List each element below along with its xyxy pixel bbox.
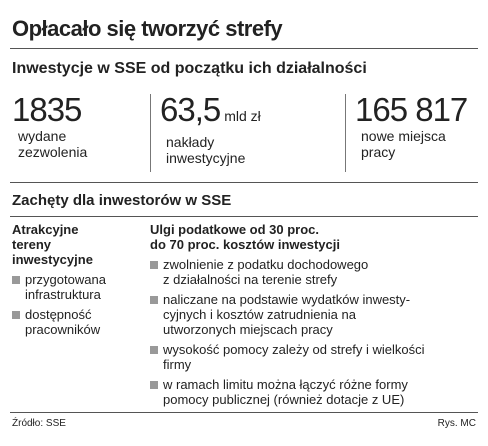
bullet	[150, 381, 158, 389]
rule	[10, 216, 478, 217]
bullet-item: zwolnienie z podatku dochodowego z działa…	[150, 257, 480, 287]
rule	[10, 412, 478, 413]
stat-value: 165 817	[355, 91, 468, 128]
divider	[150, 94, 151, 172]
column-heading: Ulgi podatkowe od 30 proc.	[150, 222, 320, 237]
bullet	[12, 276, 20, 284]
bullet-text: utworzonych miejscach pracy	[163, 322, 333, 337]
bullet-text: dostępność	[25, 307, 92, 322]
stat-label: pracy	[361, 144, 396, 160]
bullet-text: firmy	[163, 357, 192, 372]
items: zwolnienie z podatku dochodowego z działa…	[150, 257, 480, 407]
stat: 165 817 nowe miejsca pracy	[355, 91, 468, 161]
stat-label: nowe miejsca	[361, 128, 446, 144]
stat-label: nakłady	[166, 134, 215, 150]
rule	[10, 48, 478, 49]
column-heading: tereny	[12, 237, 52, 252]
bullet-text: zwolnienie z podatku dochodowego	[163, 257, 369, 272]
divider	[345, 94, 346, 172]
items: przygotowana infrastruktura dostępność prac…	[12, 272, 140, 337]
bullet-text: pomocy publicznej (również dotacje z UE)	[163, 392, 405, 407]
section-title: Inwestycje w SSE od początku ich działal…	[12, 60, 367, 77]
bullet-text: infrastruktura	[25, 287, 101, 302]
bullet-text: cyjnych i kosztów zatrudnienia na	[163, 307, 356, 322]
stat: 63,5 mld zł nakłady inwestycyjne	[160, 92, 261, 167]
bullet-item: dostępność pracowników	[12, 307, 140, 337]
stat-unit: mld zł	[224, 108, 261, 124]
rule	[10, 182, 478, 183]
bullet-item: w ramach limitu można łączyć różne formy…	[150, 377, 480, 407]
bullet-text: w ramach limitu można łączyć różne formy	[163, 377, 408, 392]
bullet	[150, 261, 158, 269]
credit: Rys. MC	[437, 418, 476, 429]
stat-number: 165 817	[355, 91, 468, 128]
bullet-text: przygotowana	[25, 272, 106, 287]
stat-value: 1835	[12, 92, 87, 128]
bullet	[12, 311, 20, 319]
left-column: Atrakcyjne tereny inwestycyjne przygotowana…	[12, 222, 140, 337]
title: Opłacało się tworzyć strefy	[12, 16, 283, 41]
stat-number: 1835	[12, 91, 82, 128]
bullet-item: wysokość pomocy zależy od strefy i wielk…	[150, 342, 480, 372]
right-column: Ulgi podatkowe od 30 proc. do 70 proc. ko…	[150, 222, 480, 407]
stat: 1835 wydane zezwolenia	[12, 92, 88, 161]
bullet-text: wysokość pomocy zależy od strefy i wielk…	[163, 342, 425, 357]
stat-label: inwestycyjne	[166, 150, 246, 166]
bullet	[150, 296, 158, 304]
column-heading: do 70 proc. kosztów inwestycji	[150, 237, 340, 252]
bullet	[150, 346, 158, 354]
column-heading: inwestycyjne	[12, 252, 93, 267]
stat-label: wydane	[18, 128, 67, 144]
bullet-text: pracowników	[25, 322, 101, 337]
stat-value: 63,5 mld zł	[160, 92, 261, 134]
bullet-item: naliczane na podstawie wydatków inwesty-…	[150, 292, 480, 337]
source: Źródło: SSE	[12, 418, 66, 429]
section-title: Zachęty dla inwestorów w SSE	[12, 192, 232, 209]
column-heading: Atrakcyjne	[12, 222, 79, 237]
bullet-text: naliczane na podstawie wydatków inwesty-	[163, 292, 411, 307]
stat-number: 63,5	[160, 91, 221, 128]
bullet-item: przygotowana infrastruktura	[12, 272, 140, 302]
bullet-text: z działalności na terenie strefy	[163, 272, 338, 287]
stat-label: zezwolenia	[18, 144, 88, 160]
